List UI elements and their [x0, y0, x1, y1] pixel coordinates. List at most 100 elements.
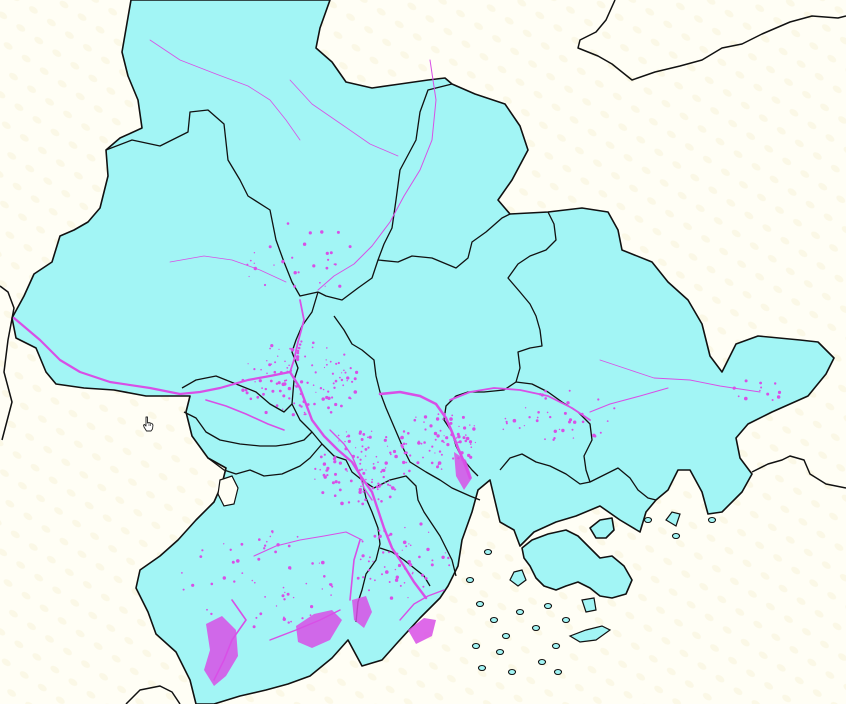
- pond-dot: [303, 411, 306, 414]
- pond-dot: [377, 482, 380, 485]
- pond-dot: [403, 451, 407, 455]
- pond-dot: [382, 551, 385, 554]
- pond-dot: [333, 494, 337, 498]
- pond-dot: [361, 540, 364, 543]
- pond-dot: [346, 436, 348, 438]
- pond-dot: [442, 418, 444, 420]
- pond-dot: [422, 585, 425, 588]
- pond-dot: [286, 592, 290, 596]
- pond-dot: [563, 411, 567, 415]
- wetland-patch: [454, 452, 472, 490]
- pond-dot: [399, 437, 401, 439]
- pond-dot: [353, 377, 357, 381]
- river-segment: [317, 59, 437, 291]
- pond-dot: [435, 417, 440, 421]
- pond-dot: [263, 544, 267, 547]
- offshore-islet: [671, 532, 681, 540]
- pond-dot: [732, 386, 736, 390]
- pond-dot: [231, 560, 235, 564]
- pond-dot: [355, 370, 359, 374]
- offshore-islet: [561, 616, 571, 624]
- pond-dot: [334, 472, 337, 476]
- pond-dot: [430, 563, 434, 567]
- pond-dot: [404, 526, 406, 529]
- pond-dot: [289, 347, 291, 350]
- pond-dot: [417, 441, 421, 445]
- pond-dot: [319, 281, 321, 284]
- wetland-patch: [204, 616, 238, 686]
- pond-dot: [378, 529, 381, 532]
- pond-dot: [502, 428, 505, 431]
- pond-dot: [391, 486, 395, 490]
- river-segment: [289, 79, 399, 157]
- pond-dot: [300, 380, 304, 384]
- pond-dot: [311, 346, 314, 349]
- pond-dot: [388, 480, 391, 482]
- offshore-islet: [515, 608, 525, 616]
- pond-dot: [233, 580, 236, 583]
- pond-dot: [402, 540, 407, 545]
- pond-dot: [269, 347, 271, 350]
- pond-dot: [337, 481, 341, 484]
- pond-dot: [282, 382, 287, 386]
- pond-dot: [364, 448, 368, 451]
- pond-dot: [452, 457, 455, 460]
- pond-dot: [206, 608, 208, 611]
- pond-dot: [456, 445, 458, 447]
- pond-dot: [760, 386, 763, 389]
- pond-dot: [344, 447, 348, 451]
- pond-dot: [744, 396, 748, 401]
- wetland-patch: [296, 610, 342, 648]
- pond-dot: [254, 581, 256, 584]
- pond-dot: [359, 458, 362, 461]
- pond-dot: [437, 461, 442, 465]
- pond-dot: [296, 535, 299, 538]
- pond-dot: [395, 575, 399, 579]
- pond-dot: [381, 484, 383, 486]
- pond-dot: [544, 389, 547, 393]
- pond-dot: [388, 484, 390, 487]
- pond-dot: [262, 392, 265, 396]
- pond-dot: [263, 283, 267, 287]
- pond-dot: [408, 469, 411, 473]
- pond-dot: [290, 620, 292, 623]
- pond-dot: [334, 379, 338, 383]
- pond-dot: [326, 474, 329, 477]
- pond-dot: [236, 559, 240, 563]
- offshore-islet: [465, 576, 475, 584]
- pond-dot: [275, 404, 279, 407]
- pond-dot: [300, 405, 303, 408]
- pond-dot: [312, 384, 315, 387]
- pond-dot: [367, 436, 369, 439]
- pond-dot: [436, 434, 440, 438]
- pond-dot: [469, 455, 473, 459]
- pond-dot: [278, 348, 280, 350]
- pond-dot: [546, 411, 549, 414]
- pond-dot: [387, 483, 390, 486]
- pond-dot: [276, 543, 280, 547]
- pond-dot: [321, 560, 325, 565]
- pond-dot: [473, 425, 475, 427]
- pond-dot: [326, 466, 330, 470]
- pond-dot: [222, 576, 226, 580]
- pond-dot: [241, 572, 244, 574]
- offshore-islet: [471, 642, 481, 650]
- pond-dot: [351, 380, 354, 383]
- offshore-islet: [483, 548, 493, 556]
- pond-dot: [536, 416, 539, 419]
- pond-dot: [461, 415, 465, 419]
- outside-boundary-west: [0, 285, 15, 441]
- pond-dot: [445, 436, 449, 440]
- pond-dot: [326, 347, 328, 349]
- pond-dot: [409, 544, 412, 547]
- pond-dot: [388, 551, 390, 554]
- pond-dot: [362, 490, 365, 493]
- pond-dot: [597, 398, 600, 401]
- pond-dot: [286, 370, 289, 373]
- pond-dot: [375, 455, 378, 458]
- pond-dot: [428, 449, 431, 452]
- pond-dot: [444, 552, 446, 554]
- pond-dot: [296, 349, 300, 353]
